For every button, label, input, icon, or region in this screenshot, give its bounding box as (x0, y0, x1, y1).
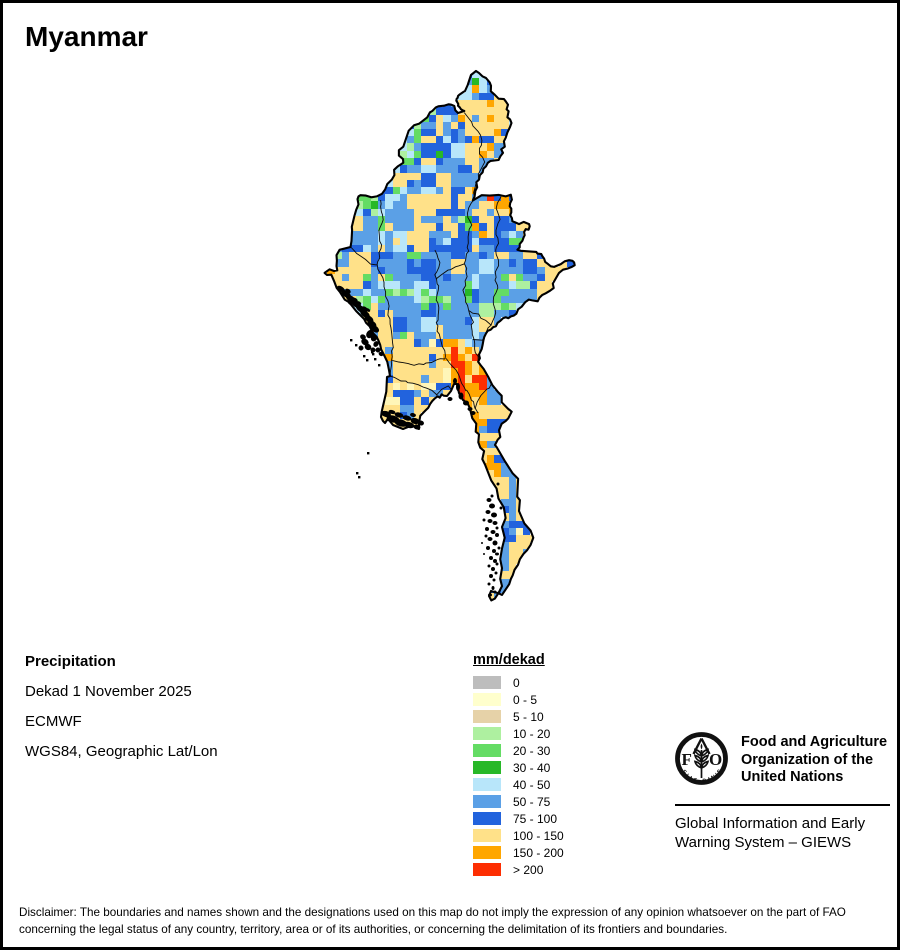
svg-text:F: F (682, 750, 692, 769)
svg-text:P: P (702, 778, 707, 784)
svg-text:F: F (681, 769, 688, 776)
svg-text:T: T (693, 778, 698, 784)
svg-text:N: N (710, 774, 716, 781)
svg-text:A: A (707, 777, 712, 784)
svg-text:S: S (716, 768, 723, 775)
svg-text:I: I (685, 773, 690, 779)
svg-text:O: O (709, 750, 722, 769)
svg-text:A: A (688, 775, 694, 782)
svg-text:I: I (715, 772, 720, 778)
